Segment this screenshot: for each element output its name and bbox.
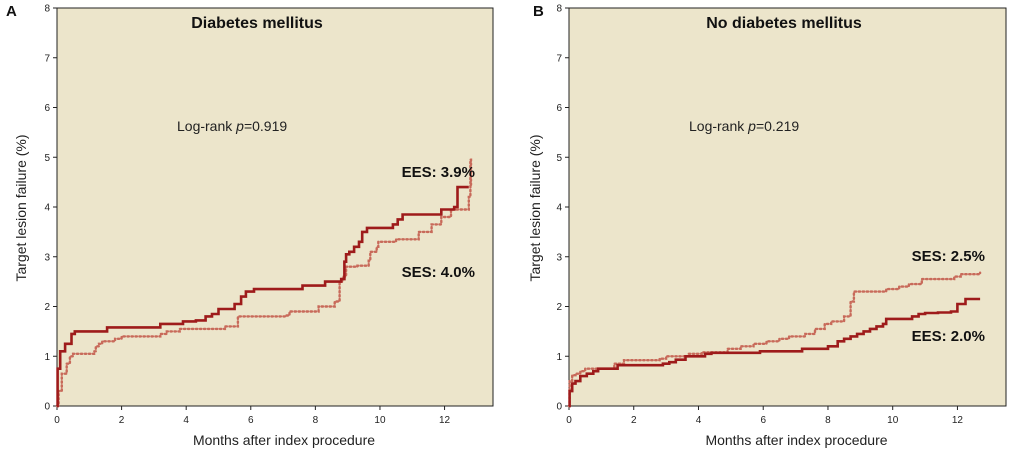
plot-area: [568, 7, 1007, 407]
x-axis-label: Months after index procedure: [705, 432, 887, 448]
y-axis-label: Target lesion failure (%): [527, 134, 543, 281]
x-tick-label: 8: [825, 415, 831, 426]
y-tick-label: 5: [44, 153, 50, 164]
panel-letter: B: [533, 3, 544, 20]
x-tick-label: 6: [248, 415, 254, 426]
x-tick-label: 12: [952, 415, 964, 426]
ses-series-label: SES: 4.0%: [402, 264, 475, 281]
ees-curve: [568, 297, 981, 408]
y-tick-label: 3: [44, 252, 50, 263]
y-tick-label: 6: [556, 103, 562, 114]
y-tick-label: 1: [44, 352, 50, 363]
log-rank-prefix: Log-rank: [177, 118, 236, 134]
log-rank-prefix: Log-rank: [689, 118, 748, 134]
ses-curve: [567, 271, 982, 408]
x-tick-label: 10: [374, 415, 386, 426]
panel-letter: A: [6, 3, 17, 20]
log-rank-value: =0.919: [244, 118, 287, 134]
log-rank-annotation: Log-rank p=0.219: [689, 118, 799, 134]
y-tick-label: 4: [556, 203, 562, 214]
plot-area: [56, 7, 494, 407]
y-tick-label: 4: [44, 203, 50, 214]
x-tick-label: 2: [119, 415, 125, 426]
ses-series-label: SES: 2.5%: [912, 248, 985, 265]
ees-series-label: EES: 3.9%: [402, 164, 475, 181]
x-tick-label: 0: [566, 415, 572, 426]
y-tick-label: 1: [556, 352, 562, 363]
x-tick-label: 4: [696, 415, 702, 426]
y-tick-label: 3: [556, 252, 562, 263]
log-rank-p: p: [747, 118, 756, 134]
x-tick-label: 12: [439, 415, 451, 426]
log-rank-annotation: Log-rank p=0.919: [177, 118, 287, 134]
log-rank-value: =0.219: [756, 118, 799, 134]
ees-curve: [56, 185, 469, 408]
y-tick-label: 5: [556, 153, 562, 164]
y-tick-label: 2: [44, 302, 50, 313]
log-rank-p: p: [235, 118, 244, 134]
x-tick-label: 8: [313, 415, 319, 426]
y-tick-label: 7: [44, 53, 50, 64]
y-tick-label: 2: [556, 302, 562, 313]
y-axis-label: Target lesion failure (%): [13, 134, 29, 281]
y-tick-label: 0: [44, 402, 50, 413]
chart-title: Diabetes mellitus: [191, 15, 323, 32]
ees-series-label: EES: 2.0%: [912, 328, 985, 345]
y-tick-label: 8: [556, 4, 562, 15]
y-tick-label: 6: [44, 103, 50, 114]
x-axis-label: Months after index procedure: [193, 432, 375, 448]
x-tick-label: 0: [54, 415, 60, 426]
y-tick-label: 8: [44, 4, 50, 15]
x-tick-label: 4: [183, 415, 189, 426]
y-tick-label: 0: [556, 402, 562, 413]
y-tick-label: 7: [556, 53, 562, 64]
x-tick-label: 2: [631, 415, 637, 426]
x-tick-label: 10: [887, 415, 899, 426]
x-tick-label: 6: [760, 415, 766, 426]
chart-title: No diabetes mellitus: [706, 15, 862, 32]
ses-curve: [55, 158, 473, 408]
